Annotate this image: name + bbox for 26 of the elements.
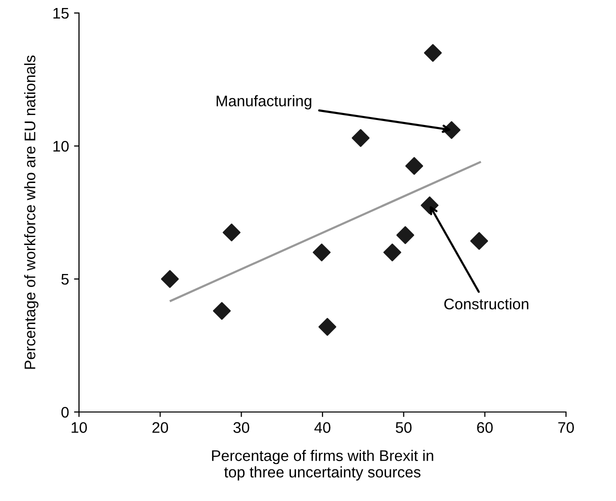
point (222, 224, 241, 242)
y-axis-title: Percentage of workforce who are EU nationals (24, 56, 38, 369)
point (318, 318, 336, 336)
y-tick-label: 5 (61, 274, 69, 285)
x-tick-label: 70 (558, 422, 574, 433)
x-axis-title: Percentage of firms with Brexit in top three uncertainty sources (212, 450, 434, 481)
point (352, 129, 370, 147)
annotation: Manufacturing (216, 95, 312, 110)
point (396, 226, 414, 244)
annotation: Construction (444, 298, 528, 310)
point (383, 243, 402, 262)
y-tick-label: 10 (53, 140, 69, 152)
point (312, 243, 331, 262)
x-tick-label: 50 (396, 422, 412, 433)
point (212, 302, 231, 320)
point (424, 44, 442, 62)
point (405, 157, 424, 175)
x-tick-label: 60 (477, 422, 493, 433)
x-tick-label: 20 (152, 422, 168, 433)
point (470, 232, 488, 250)
y-tick-label: 0 (61, 406, 69, 418)
y-tick-label: 15 (53, 8, 69, 19)
point (160, 270, 179, 288)
x-tick-label: 30 (233, 422, 250, 433)
x-tick-label: 10 (72, 422, 87, 433)
x-tick-label: 40 (314, 422, 330, 433)
